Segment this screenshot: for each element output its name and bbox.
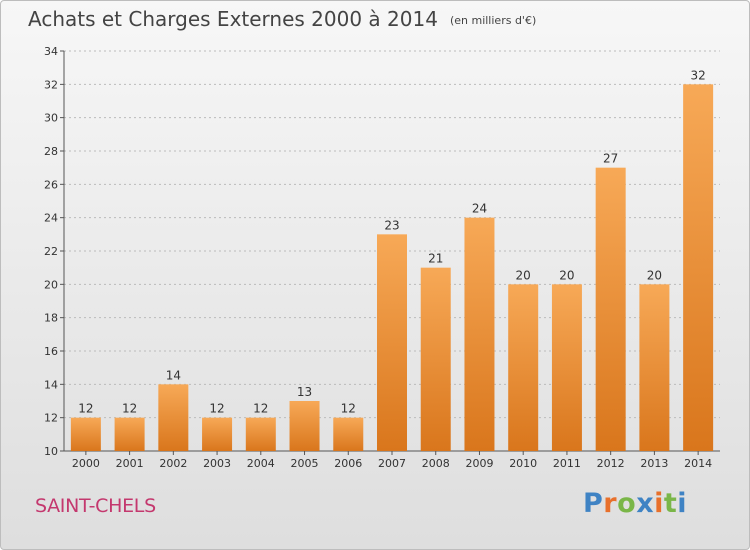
data-label: 12 bbox=[253, 402, 268, 416]
bar bbox=[683, 84, 714, 451]
x-tick-label: 2005 bbox=[291, 457, 319, 470]
data-label: 24 bbox=[472, 202, 487, 216]
x-tick-label: 2006 bbox=[334, 457, 362, 470]
y-tick-label: 14 bbox=[44, 378, 58, 391]
logo-letter: x bbox=[636, 488, 655, 519]
bar bbox=[114, 417, 145, 451]
chart-title-text: Achats et Charges Externes 2000 à 2014 bbox=[28, 7, 438, 31]
data-label: 12 bbox=[122, 402, 137, 416]
bar bbox=[202, 417, 233, 451]
y-tick-label: 16 bbox=[44, 345, 58, 358]
x-tick-label: 2002 bbox=[159, 457, 187, 470]
x-tick-label: 2007 bbox=[378, 457, 406, 470]
x-tick-label: 2012 bbox=[597, 457, 625, 470]
bar bbox=[639, 284, 670, 451]
bar bbox=[70, 417, 101, 451]
y-tick-label: 32 bbox=[44, 78, 58, 91]
chart-unit: (en milliers d'€) bbox=[449, 14, 537, 27]
y-tick-label: 28 bbox=[44, 145, 58, 158]
logo-letter: P bbox=[583, 488, 604, 519]
y-tick-label: 12 bbox=[44, 412, 58, 425]
data-label: 23 bbox=[384, 218, 399, 232]
bar bbox=[464, 217, 495, 451]
bar bbox=[508, 284, 539, 451]
data-label: 12 bbox=[341, 402, 356, 416]
bar bbox=[245, 417, 276, 451]
x-tick-label: 2003 bbox=[203, 457, 231, 470]
data-label: 20 bbox=[516, 268, 531, 282]
y-tick-label: 10 bbox=[44, 445, 58, 458]
proxiti-logo: Proxiti bbox=[583, 488, 687, 519]
data-label: 27 bbox=[603, 152, 618, 166]
bar bbox=[420, 267, 451, 451]
bar bbox=[377, 234, 407, 451]
logo-letter: r bbox=[603, 488, 618, 519]
data-label: 13 bbox=[297, 385, 312, 399]
chart-title: Achats et Charges Externes 2000 à 2014 (e… bbox=[28, 7, 536, 31]
data-label: 12 bbox=[78, 402, 93, 416]
logo-letter: i bbox=[654, 488, 664, 519]
data-label: 20 bbox=[647, 268, 662, 282]
data-label: 32 bbox=[690, 68, 705, 82]
data-label: 12 bbox=[209, 402, 224, 416]
x-tick-label: 2004 bbox=[247, 457, 275, 470]
bar bbox=[551, 284, 582, 451]
data-label: 20 bbox=[559, 268, 574, 282]
commune-name: SAINT-CHELS bbox=[35, 495, 156, 517]
x-tick-label: 2008 bbox=[422, 457, 450, 470]
logo-letter: i bbox=[677, 488, 688, 519]
y-tick-label: 26 bbox=[44, 178, 58, 191]
bar bbox=[595, 167, 626, 451]
x-tick-label: 2009 bbox=[465, 457, 493, 470]
y-tick-label: 22 bbox=[44, 245, 58, 258]
y-tick-label: 30 bbox=[44, 112, 58, 125]
x-tick-label: 2010 bbox=[509, 457, 537, 470]
y-tick-label: 18 bbox=[44, 312, 58, 325]
data-label: 14 bbox=[166, 368, 181, 382]
logo-letter: o bbox=[617, 488, 637, 519]
data-label: 21 bbox=[428, 252, 443, 266]
bar bbox=[289, 401, 320, 451]
y-tick-label: 34 bbox=[44, 45, 58, 58]
y-tick-label: 24 bbox=[44, 212, 58, 225]
y-tick-label: 20 bbox=[44, 278, 58, 291]
x-tick-label: 2000 bbox=[72, 457, 100, 470]
bar bbox=[158, 384, 189, 451]
x-tick-label: 2013 bbox=[640, 457, 668, 470]
x-tick-label: 2014 bbox=[684, 457, 712, 470]
bar bbox=[333, 417, 364, 451]
logo-letter: t bbox=[663, 488, 678, 519]
x-tick-label: 2011 bbox=[553, 457, 581, 470]
x-tick-label: 2001 bbox=[116, 457, 144, 470]
